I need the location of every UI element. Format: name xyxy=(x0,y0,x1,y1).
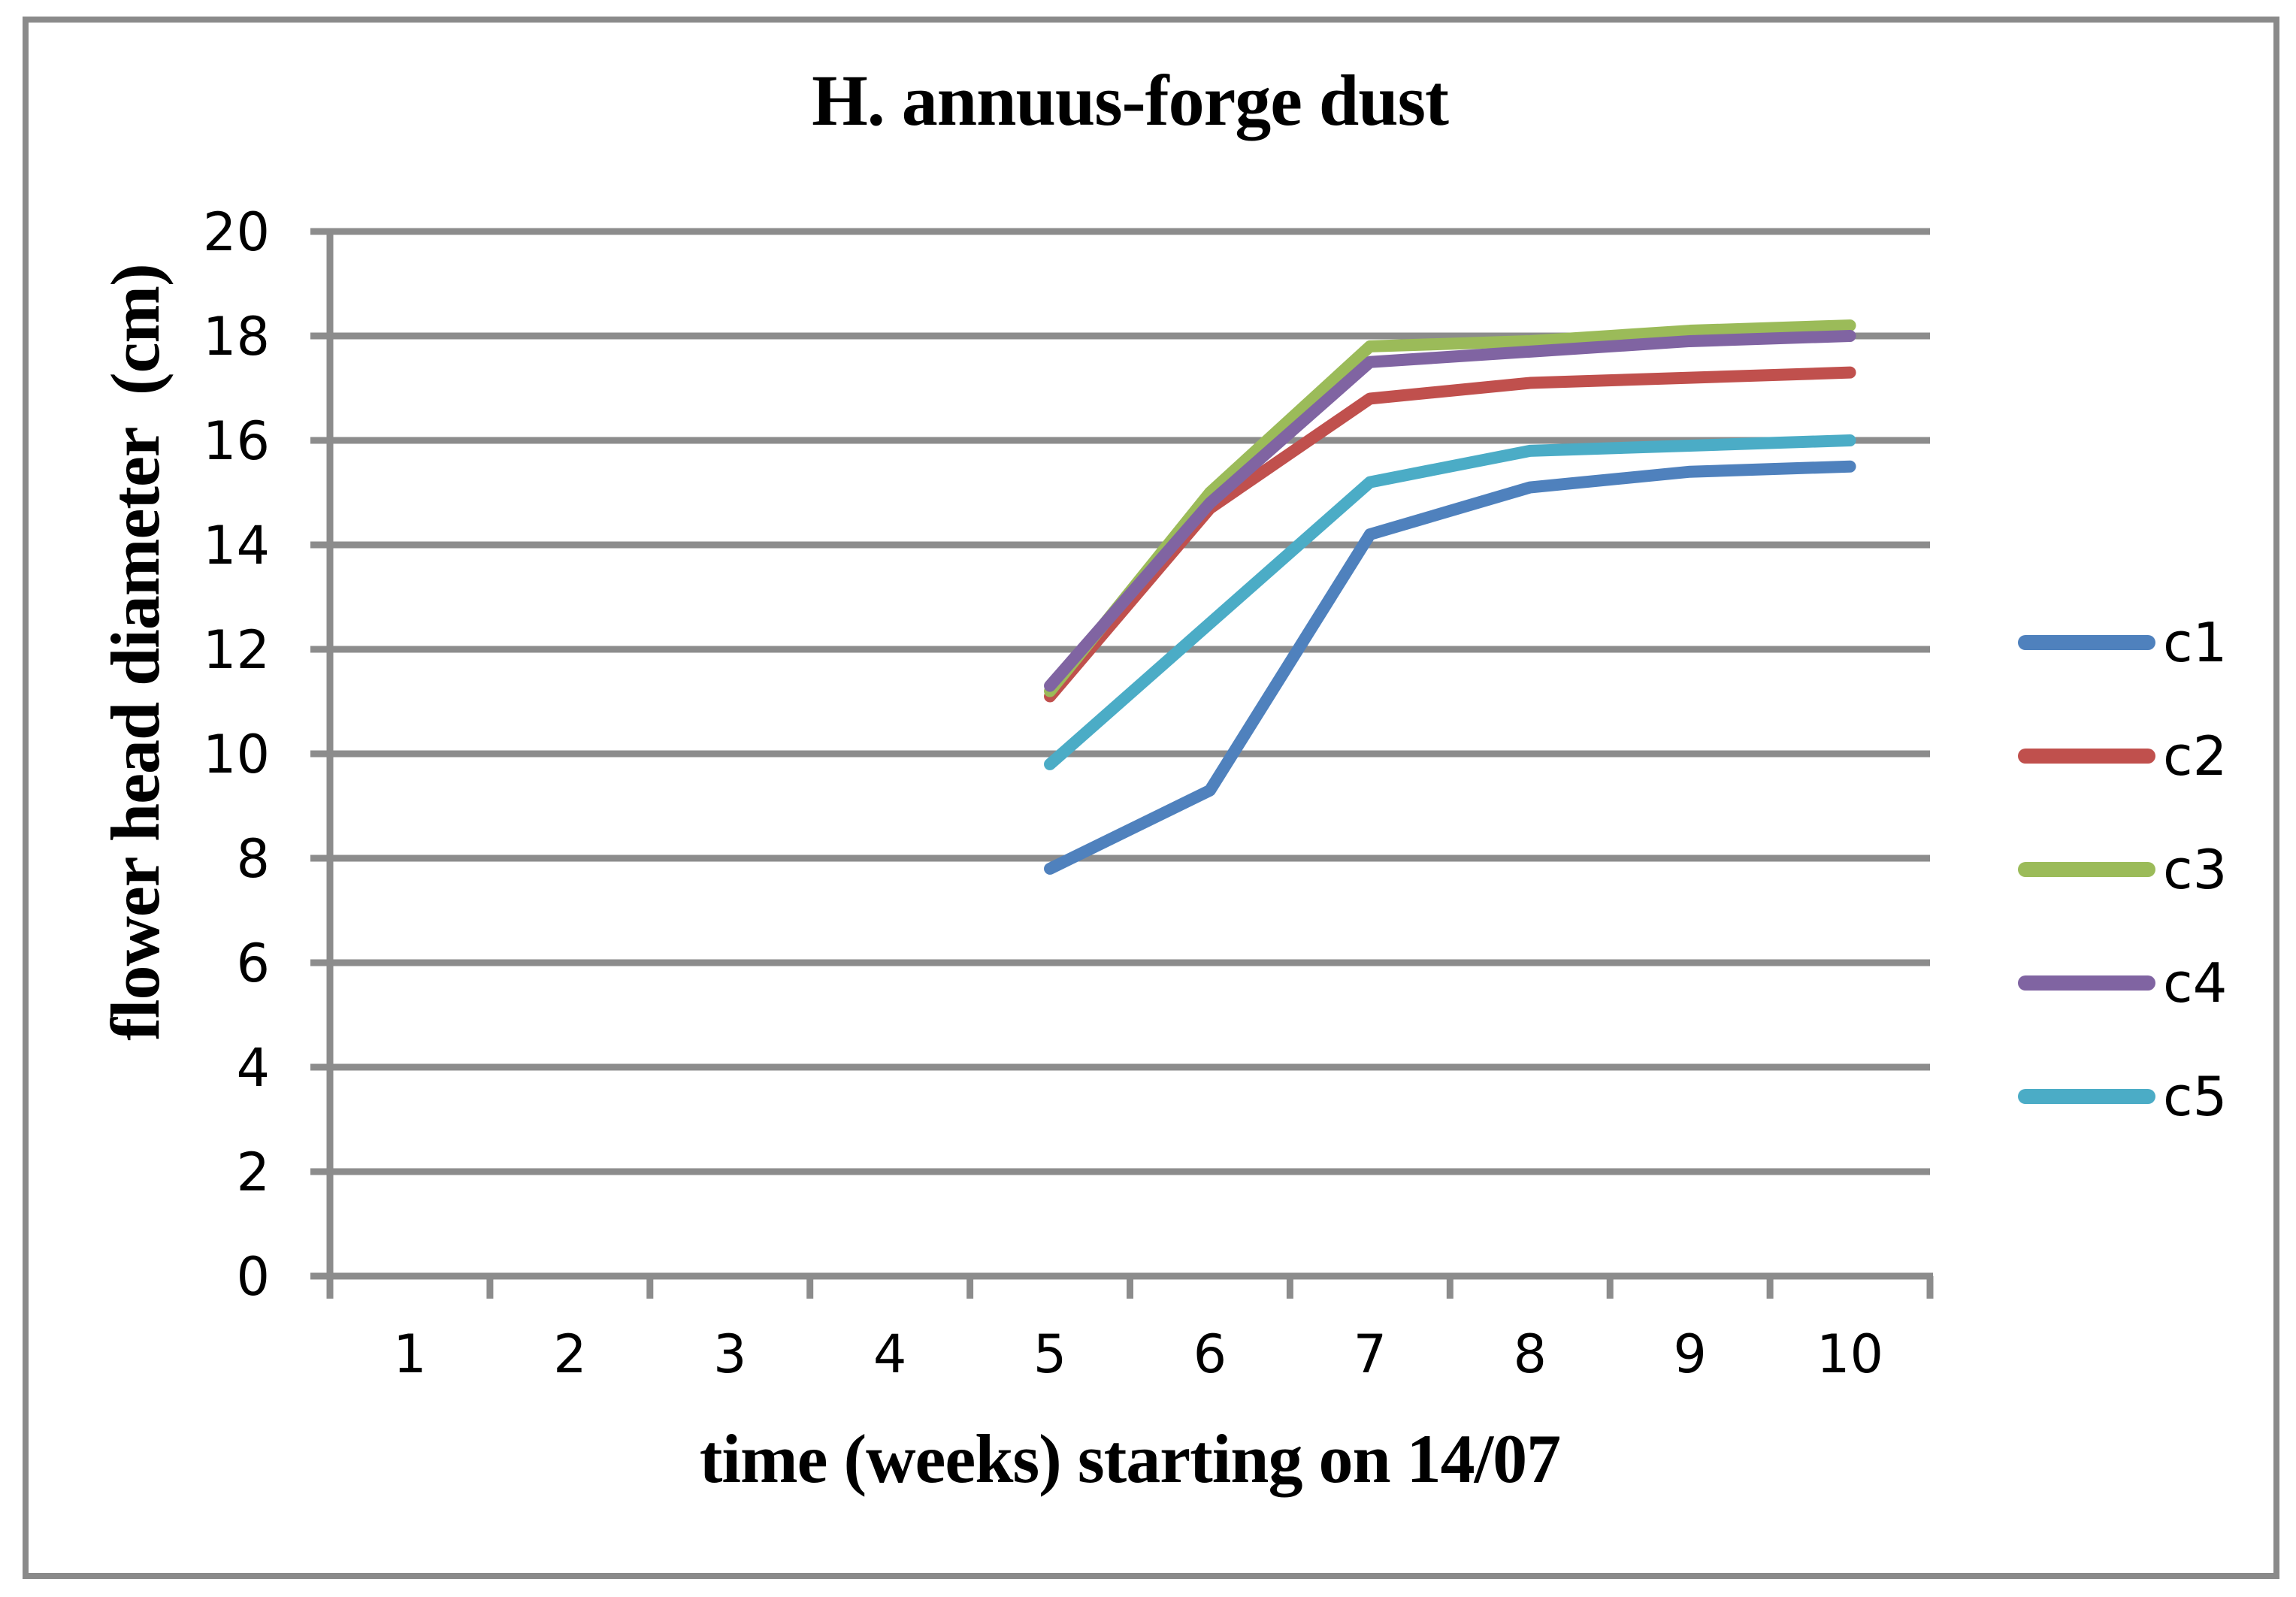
chart-frame-border xyxy=(23,17,2279,1579)
legend-label-c1: c1 xyxy=(2163,611,2228,674)
legend-item-c3: c3 xyxy=(2018,839,2227,900)
legend-line-swatch-c2 xyxy=(2018,749,2155,764)
x-tick-label: 2 xyxy=(553,1323,587,1385)
series-line-c1 xyxy=(1044,460,1856,875)
y-tick-label: 6 xyxy=(236,933,270,994)
legend-label-c4: c4 xyxy=(2163,951,2228,1015)
legend-label-c5: c5 xyxy=(2163,1065,2228,1128)
y-tick-label: 0 xyxy=(236,1246,270,1308)
x-tick-label: 6 xyxy=(1193,1323,1227,1385)
y-tick-label: 20 xyxy=(203,201,270,263)
y-tick-label: 8 xyxy=(236,828,270,890)
chart-title: H. annuus-forge dust xyxy=(812,60,1449,141)
series-line-c4 xyxy=(1044,330,1856,692)
y-tick-label: 14 xyxy=(203,515,270,576)
series-line-c5 xyxy=(1044,434,1856,770)
legend-line-swatch-c3 xyxy=(2018,862,2155,877)
legend-label-c3: c3 xyxy=(2163,838,2228,901)
legend-line-swatch-c5 xyxy=(2018,1089,2155,1104)
x-tick-label: 5 xyxy=(1033,1323,1067,1385)
x-tick-label: 1 xyxy=(393,1323,427,1385)
legend-line-swatch-c4 xyxy=(2018,975,2155,991)
legend-item-c2: c2 xyxy=(2018,726,2227,786)
x-tick-label: 9 xyxy=(1673,1323,1707,1385)
x-tick-label: 10 xyxy=(1817,1323,1883,1385)
y-tick-label: 2 xyxy=(236,1142,270,1203)
y-tick-label: 12 xyxy=(203,619,270,681)
y-tick-label: 10 xyxy=(203,724,270,785)
legend-item-c4: c4 xyxy=(2018,953,2227,1013)
y-tick-label: 16 xyxy=(203,410,270,472)
x-tick-label: 4 xyxy=(873,1323,907,1385)
legend-line-swatch-c1 xyxy=(2018,635,2155,650)
x-tick-label: 7 xyxy=(1354,1323,1387,1385)
legend-label-c2: c2 xyxy=(2163,724,2228,788)
legend-item-c5: c5 xyxy=(2018,1066,2227,1127)
x-tick-label: 8 xyxy=(1513,1323,1547,1385)
y-tick-label: 4 xyxy=(236,1037,270,1099)
x-tick-label: 3 xyxy=(713,1323,747,1385)
legend-item-c1: c1 xyxy=(2018,612,2227,673)
y-tick-label: 18 xyxy=(203,306,270,367)
x-axis-title: time (weeks) starting on 14/07 xyxy=(699,1420,1561,1497)
